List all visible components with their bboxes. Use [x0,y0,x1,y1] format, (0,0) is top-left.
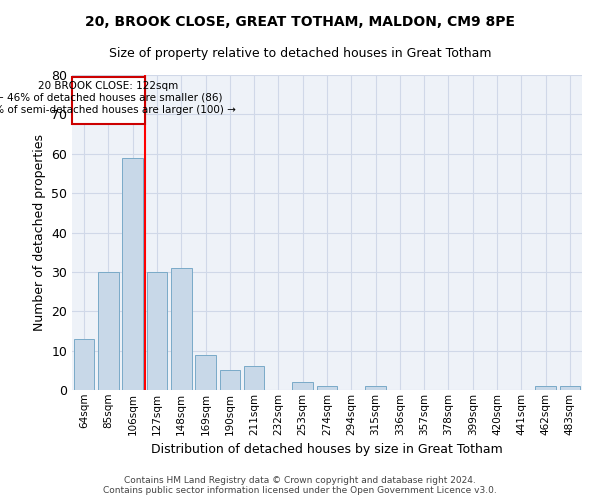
Bar [122,158,143,390]
Bar [74,339,94,390]
Text: 20, BROOK CLOSE, GREAT TOTHAM, MALDON, CM9 8PE: 20, BROOK CLOSE, GREAT TOTHAM, MALDON, C… [85,15,515,29]
Bar [98,272,119,390]
Text: 53% of semi-detached houses are larger (100) →: 53% of semi-detached houses are larger (… [0,104,236,115]
Bar [292,382,313,390]
Text: Size of property relative to detached houses in Great Totham: Size of property relative to detached ho… [109,48,491,60]
Bar [317,386,337,390]
Bar [220,370,240,390]
Bar [535,386,556,390]
Y-axis label: Number of detached properties: Number of detached properties [32,134,46,331]
Bar [244,366,265,390]
Text: Contains HM Land Registry data © Crown copyright and database right 2024.
Contai: Contains HM Land Registry data © Crown c… [103,476,497,495]
Bar [171,268,191,390]
Bar [146,272,167,390]
Bar [195,354,216,390]
X-axis label: Distribution of detached houses by size in Great Totham: Distribution of detached houses by size … [151,443,503,456]
Text: 20 BROOK CLOSE: 122sqm: 20 BROOK CLOSE: 122sqm [38,81,179,91]
Text: ← 46% of detached houses are smaller (86): ← 46% of detached houses are smaller (86… [0,92,222,102]
FancyBboxPatch shape [72,77,145,124]
Bar [365,386,386,390]
Bar [560,386,580,390]
